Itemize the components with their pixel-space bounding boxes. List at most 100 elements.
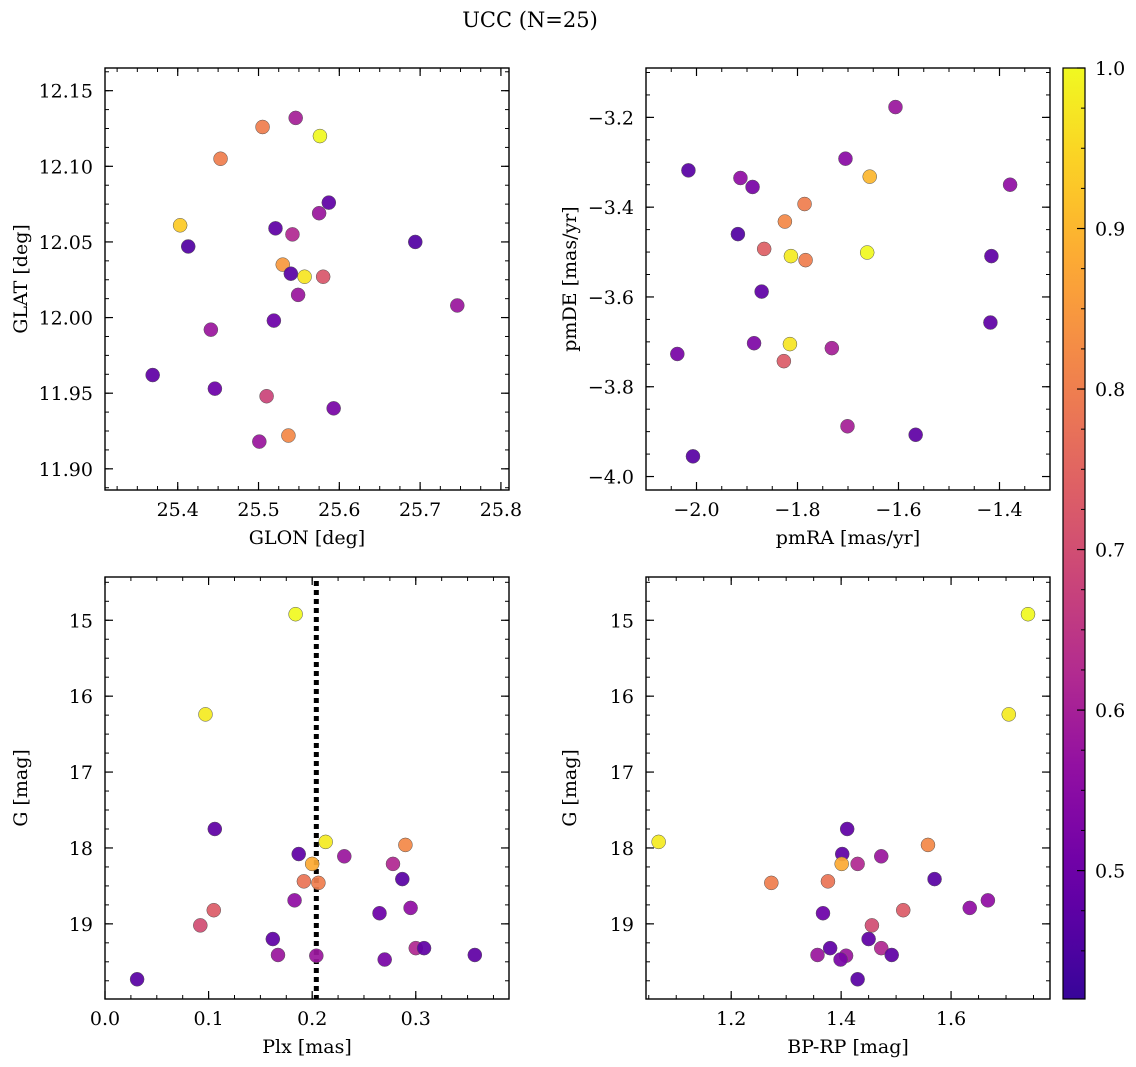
data-point [288,110,303,126]
y-tick-label: 19 [610,914,634,936]
x-tick-label: 0.0 [90,1008,120,1030]
data-point [820,874,836,889]
data-point [1001,707,1017,722]
data-point [824,340,840,356]
data-point [203,322,219,337]
x-axis-label: pmRA [mas/yr] [776,527,920,549]
data-point [315,269,331,284]
data-point [754,284,769,299]
x-axis-label: Plx [mas] [262,1036,352,1058]
colorbar-tick-label: 0.8 [1095,379,1125,401]
y-axis-label: G [mag] [10,749,32,827]
x-tick-label: 25.6 [318,499,360,521]
data-point [962,900,977,916]
data-point [838,151,853,166]
data-point [833,952,848,967]
data-point [395,871,410,887]
y-tick-label: 15 [69,610,93,632]
data-point [815,905,831,921]
y-tick-label: −3.8 [588,377,634,399]
data-point [888,99,903,115]
data-point [884,947,899,963]
y-tick-label: −3.6 [588,287,634,309]
plot-frame [645,576,1051,1000]
colorbar-tick-label: 1.0 [1095,58,1125,80]
data-point [213,151,228,167]
data-point [266,313,282,328]
x-tick-label: 0.2 [297,1008,327,1030]
y-tick-label: 16 [610,686,634,708]
data-point [798,252,813,268]
data-point [337,849,352,864]
data-point [776,353,792,369]
data-point [920,837,936,853]
data-point [839,821,855,837]
colorbar-tick-label: 0.7 [1095,540,1125,562]
panel-glon-glat: 25.4 25.5 25.6 25.7 25.8 11.90 11.95 12.00 12.05… [10,67,522,549]
x-tick-label: −1.8 [774,499,820,521]
data-point [850,972,865,987]
data-point [385,856,401,872]
panel-bprp-g: 1.2 1.4 1.6 15 16 17 18 19 BP-RP [mag] G [mag] [559,576,1051,1058]
y-tick-label: 15 [610,610,634,632]
data-point [287,893,302,908]
y-tick-label: 19 [69,914,93,936]
data-point [983,315,998,330]
data-point [290,287,306,303]
y-tick-label: 17 [610,762,634,784]
plot-frame [104,576,510,1000]
y-tick-label: 11.95 [39,383,93,405]
data-point [850,856,865,872]
data-point [733,170,748,186]
data-point [311,205,327,221]
data-point [840,419,855,434]
colorbar-tick-label: 0.6 [1095,700,1125,722]
data-point [312,128,328,144]
data-point [180,239,196,254]
data-point [874,940,889,956]
x-tick-label: 1.6 [936,1008,966,1030]
data-point [782,336,798,352]
data-point [864,918,880,933]
data-point [206,902,222,918]
data-point [296,874,312,889]
y-tick-label: 11.90 [39,459,93,481]
data-point [450,298,465,313]
data-point [193,918,208,933]
data-point [408,234,423,250]
data-point [255,119,270,135]
data-point [372,905,387,921]
x-axis-label: GLON [deg] [249,527,365,549]
data-point [984,248,999,264]
data-point [270,947,286,963]
data-point [304,856,320,872]
data-point [145,367,160,383]
data-point [259,388,274,404]
colorbar: 0.5 0.6 0.7 0.8 0.9 1.0 [1062,58,1125,1000]
data-point [874,849,889,864]
y-tick-label: −4.0 [588,467,634,489]
data-point [288,606,303,622]
data-point [681,163,696,178]
y-tick-label: 18 [69,838,93,860]
data-point [311,875,326,891]
data-point [980,893,996,908]
data-point [797,196,812,212]
data-point [861,931,876,947]
data-point [198,707,213,722]
data-point [326,401,341,416]
x-tick-label: 25.7 [399,499,441,521]
colorbar-tick-label: 0.5 [1095,861,1125,883]
data-point [810,947,825,963]
data-point [252,434,267,449]
y-axis-label: G [mag] [559,749,581,827]
figure-title: UCC (N=25) [462,8,598,32]
data-point [746,335,762,351]
data-point [172,218,188,233]
data-point [908,427,923,443]
colorbar-bar [1062,67,1086,1000]
x-tick-label: 0.3 [401,1008,431,1030]
x-tick-label: 25.5 [237,499,279,521]
x-tick-label: 1.4 [826,1008,856,1030]
data-point [268,221,283,236]
